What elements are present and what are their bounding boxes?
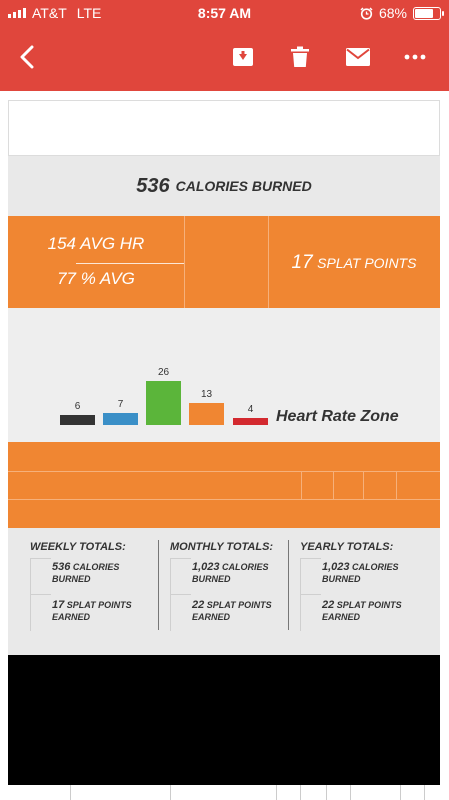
status-bar: AT&T LTE 8:57 AM 68% bbox=[0, 0, 449, 26]
yearly-splat: 22 SPLAT POINTS EARNED bbox=[322, 599, 402, 623]
stats-divider bbox=[76, 263, 184, 264]
splat-label: SPLAT POINTS bbox=[317, 255, 417, 271]
weekly-splat: 17 SPLAT POINTS EARNED bbox=[52, 599, 132, 623]
bar-zone-4 bbox=[189, 403, 224, 425]
bracket bbox=[170, 594, 191, 631]
yearly-splat-value: 22 bbox=[322, 599, 335, 611]
weekly-title: WEEKLY TOTALS: bbox=[30, 541, 126, 553]
alarm-icon bbox=[360, 6, 373, 20]
trash-icon bbox=[291, 46, 309, 67]
yearly-burned-label: BURNED bbox=[322, 574, 361, 584]
yearly-calories-value: 1,023 bbox=[322, 561, 350, 573]
network-type: LTE bbox=[76, 5, 102, 21]
bar-value-label: 13 bbox=[200, 389, 213, 400]
yearly-calories-label: CALORIES bbox=[352, 562, 399, 572]
archive-icon bbox=[233, 48, 253, 66]
band-cell-line-2 bbox=[333, 471, 334, 499]
heart-rate-zone-chart: Heart Rate Zone 6 7 26 13 4 bbox=[8, 308, 440, 442]
band-line-1 bbox=[8, 471, 440, 472]
bar-value-label: 4 bbox=[247, 404, 254, 415]
band-line-2 bbox=[8, 499, 440, 500]
yearly-earned-label: EARNED bbox=[322, 612, 361, 622]
chart-title: Heart Rate Zone bbox=[276, 408, 399, 425]
calories-value: 536 bbox=[136, 174, 170, 197]
monthly-splat-label: SPLAT POINTS bbox=[206, 600, 272, 610]
calories-summary: 536 CALORIES BURNED bbox=[8, 156, 440, 216]
monthly-burned-label: BURNED bbox=[192, 574, 231, 584]
bar-zone-5 bbox=[233, 418, 268, 425]
stats-panel: 154 AVG HR 77 % AVG 17 SPLAT POINTS bbox=[8, 216, 440, 308]
email-body: 536 CALORIES BURNED 154 AVG HR 77 % AVG … bbox=[8, 100, 440, 800]
chevron-left-icon bbox=[20, 45, 34, 69]
totals-separator-2 bbox=[288, 540, 289, 630]
envelope-icon bbox=[346, 48, 370, 66]
status-right: 68% bbox=[360, 5, 444, 21]
band-cell-line-3 bbox=[363, 471, 364, 499]
orange-band bbox=[8, 442, 440, 528]
yearly-totals: YEARLY TOTALS: 1,023 CALORIES BURNED 22 S… bbox=[300, 528, 440, 653]
bracket bbox=[30, 558, 51, 595]
bar-value-label: 26 bbox=[157, 367, 170, 378]
splat-points: 17 SPLAT POINTS bbox=[268, 252, 440, 274]
bar-value-label: 7 bbox=[117, 399, 124, 410]
more-dots-icon bbox=[404, 54, 426, 60]
splat-value: 17 bbox=[291, 252, 313, 273]
monthly-title: MONTHLY TOTALS: bbox=[170, 541, 274, 553]
archive-button[interactable] bbox=[228, 42, 258, 72]
avg-percent: 77 % AVG bbox=[57, 269, 135, 288]
band-cell-line-1 bbox=[301, 471, 302, 499]
monthly-splat: 22 SPLAT POINTS EARNED bbox=[192, 599, 272, 623]
more-button[interactable] bbox=[400, 42, 430, 72]
weekly-calories-label: CALORIES bbox=[72, 562, 120, 572]
stats-divider-1 bbox=[184, 216, 185, 308]
stats-divider-2 bbox=[268, 216, 269, 308]
band-cell-line-4 bbox=[396, 471, 397, 499]
weekly-earned-label: EARNED bbox=[52, 612, 91, 622]
bracket bbox=[170, 558, 191, 595]
monthly-calories: 1,023 CALORIES BURNED bbox=[192, 561, 269, 585]
bottom-grid bbox=[8, 785, 440, 800]
avg-hr: 154 AVG HR bbox=[47, 234, 145, 253]
yearly-calories: 1,023 CALORIES BURNED bbox=[322, 561, 399, 585]
email-toolbar bbox=[0, 38, 449, 78]
monthly-earned-label: EARNED bbox=[192, 612, 231, 622]
bar-value-label: 6 bbox=[74, 401, 81, 412]
calories-label: CALORIES BURNED bbox=[175, 178, 312, 194]
bar-zone-2 bbox=[103, 413, 138, 425]
monthly-calories-label: CALORIES bbox=[222, 562, 269, 572]
weekly-calories: 536 CALORIES BURNED bbox=[52, 561, 119, 585]
bracket bbox=[30, 594, 51, 631]
monthly-calories-value: 1,023 bbox=[192, 561, 220, 573]
delete-button[interactable] bbox=[285, 42, 315, 72]
image-placeholder-black bbox=[8, 655, 440, 785]
signal-icon bbox=[8, 8, 26, 18]
bracket bbox=[300, 594, 321, 631]
battery-percent: 68% bbox=[378, 5, 407, 21]
weekly-totals: WEEKLY TOTALS: 536 CALORIES BURNED 17 SPL… bbox=[30, 528, 170, 653]
yearly-title: YEARLY TOTALS: bbox=[300, 541, 394, 553]
totals-separator-1 bbox=[158, 540, 159, 630]
battery-icon bbox=[413, 6, 444, 20]
weekly-burned-label: BURNED bbox=[52, 574, 91, 584]
bar-zone-3 bbox=[146, 381, 181, 425]
weekly-calories-value: 536 bbox=[52, 561, 71, 573]
weekly-splat-value: 17 bbox=[52, 599, 65, 611]
top-bar: AT&T LTE 8:57 AM 68% bbox=[0, 0, 449, 91]
clock: 8:57 AM bbox=[197, 5, 252, 21]
email-header-blank bbox=[8, 100, 440, 156]
carrier-name: AT&T bbox=[32, 5, 67, 21]
back-button[interactable] bbox=[12, 42, 42, 72]
bar-zone-1 bbox=[60, 415, 95, 425]
yearly-splat-label: SPLAT POINTS bbox=[336, 600, 402, 610]
mail-button[interactable] bbox=[343, 42, 373, 72]
weekly-splat-label: SPLAT POINTS bbox=[66, 600, 132, 610]
bracket bbox=[300, 558, 321, 595]
totals-panel: WEEKLY TOTALS: 536 CALORIES BURNED 17 SPL… bbox=[8, 528, 440, 653]
monthly-totals: MONTHLY TOTALS: 1,023 CALORIES BURNED 22 … bbox=[170, 528, 310, 653]
carrier-info: AT&T LTE bbox=[8, 5, 101, 21]
monthly-splat-value: 22 bbox=[192, 599, 205, 611]
